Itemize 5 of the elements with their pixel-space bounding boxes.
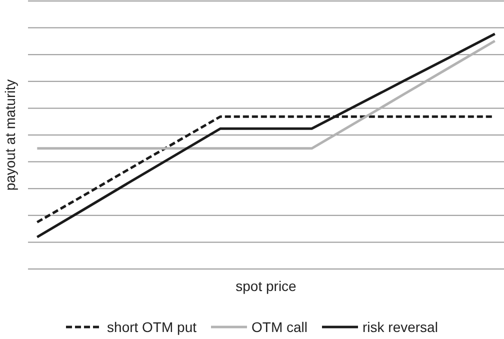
x-axis-title: spot price <box>234 278 298 294</box>
legend-label: risk reversal <box>362 319 438 335</box>
legend-label: short OTM put <box>107 319 196 335</box>
y-axis-title: payout at maturity <box>2 78 18 190</box>
legend-label: OTM call <box>252 319 308 335</box>
